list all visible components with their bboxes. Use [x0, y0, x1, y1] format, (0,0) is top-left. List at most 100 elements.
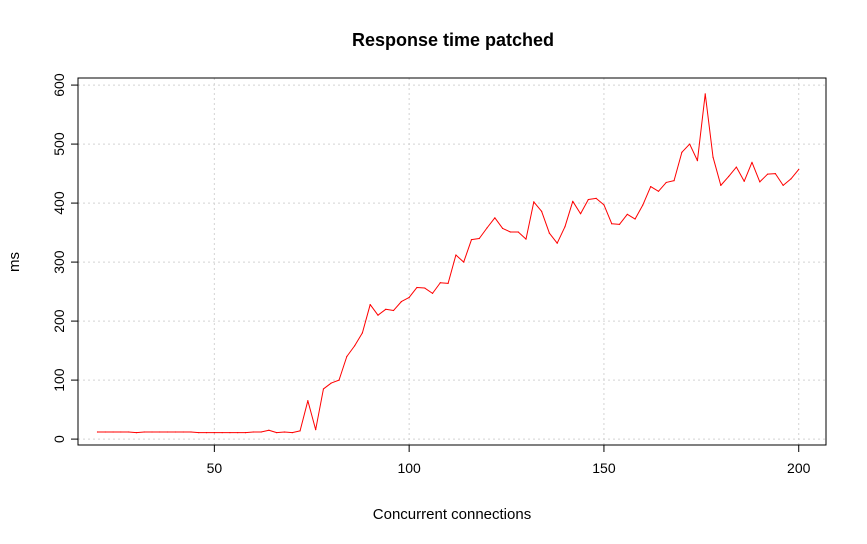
x-tick-label: 50 [207, 460, 223, 476]
data-point [463, 261, 465, 263]
data-point [276, 432, 278, 434]
data-point [447, 282, 449, 284]
data-point [509, 231, 512, 233]
data-point [533, 201, 535, 203]
data-point [587, 198, 589, 201]
y-tick-label: 400 [51, 191, 67, 215]
data-point [696, 160, 699, 162]
data-point [104, 431, 106, 433]
data-point [478, 237, 480, 240]
data-point [96, 431, 99, 433]
data-point [486, 227, 488, 229]
data-point [268, 429, 270, 431]
data-point [712, 156, 714, 158]
data-point [634, 218, 636, 220]
y-tick-label: 600 [51, 73, 67, 97]
data-point [221, 432, 223, 434]
data-point [798, 168, 800, 171]
data-point [595, 197, 597, 199]
series-line [97, 93, 800, 434]
data-point [704, 93, 706, 95]
data-point [190, 431, 192, 433]
x-tick-label: 150 [592, 460, 616, 476]
data-point [626, 213, 628, 215]
data-point [120, 431, 122, 433]
data-point [525, 238, 527, 240]
data-point [720, 184, 722, 186]
plot-frame [77, 77, 827, 446]
data-point [541, 210, 543, 212]
data-point [128, 431, 130, 433]
y-tick-label: 100 [51, 368, 67, 392]
data-point [673, 180, 675, 182]
data-point [657, 190, 660, 192]
data-point [579, 213, 582, 215]
data-point [322, 388, 325, 390]
data-point [330, 382, 332, 384]
data-point [151, 431, 153, 433]
data-point [174, 431, 176, 433]
data-point [408, 296, 410, 299]
data-point [502, 227, 504, 230]
data-point [385, 308, 387, 310]
data-point [735, 166, 737, 168]
data-point [494, 217, 496, 219]
data-point [416, 286, 418, 289]
chart-title: Response time patched [352, 30, 554, 50]
data-point [556, 242, 558, 244]
data-point [766, 173, 769, 175]
grid [78, 78, 826, 445]
y-tick-label: 200 [51, 309, 67, 333]
data-point [790, 178, 792, 180]
data-point [424, 287, 426, 289]
data-point [603, 204, 605, 206]
data-point [689, 143, 691, 145]
data-point [252, 431, 254, 433]
data-point [377, 314, 379, 316]
data-point [338, 379, 340, 381]
data-point [665, 181, 667, 184]
data-point [237, 432, 239, 434]
data-point [260, 431, 262, 433]
data-point [361, 332, 363, 334]
x-axis: 50 100 150 200 [207, 444, 811, 476]
data-point [517, 231, 519, 233]
data-point [354, 345, 356, 347]
data-point [400, 301, 402, 303]
data-point [455, 254, 457, 256]
data-point [205, 432, 208, 434]
data-point [369, 303, 371, 306]
data-point [182, 431, 184, 433]
data-point [650, 185, 652, 188]
data-point [198, 432, 200, 434]
data-point [774, 172, 776, 175]
data-point [315, 429, 317, 431]
y-axis: 0 100 200 300 400 500 600 [51, 73, 79, 443]
x-axis-label: Concurrent connections [373, 506, 531, 523]
data-point [642, 204, 644, 206]
data-point [299, 430, 301, 432]
data-point [728, 175, 730, 178]
data-point [159, 431, 161, 433]
data-point [244, 432, 247, 434]
x-tick-label: 200 [787, 460, 811, 476]
y-axis-label: ms [6, 252, 23, 272]
data-point [759, 181, 761, 183]
data-point [283, 431, 286, 433]
data-point [439, 282, 441, 284]
data-point [611, 223, 613, 225]
data-point [782, 184, 784, 186]
data-point [213, 432, 215, 434]
data-point [346, 355, 348, 358]
data-point [470, 239, 473, 241]
data-point [548, 232, 550, 234]
data-point [167, 431, 169, 433]
data-point [392, 309, 395, 312]
data-point [618, 223, 621, 225]
y-tick-label: 500 [51, 132, 67, 156]
x-tick-label: 100 [397, 460, 421, 476]
data-point [681, 151, 683, 153]
data-point [572, 200, 574, 202]
data-point [291, 432, 293, 434]
